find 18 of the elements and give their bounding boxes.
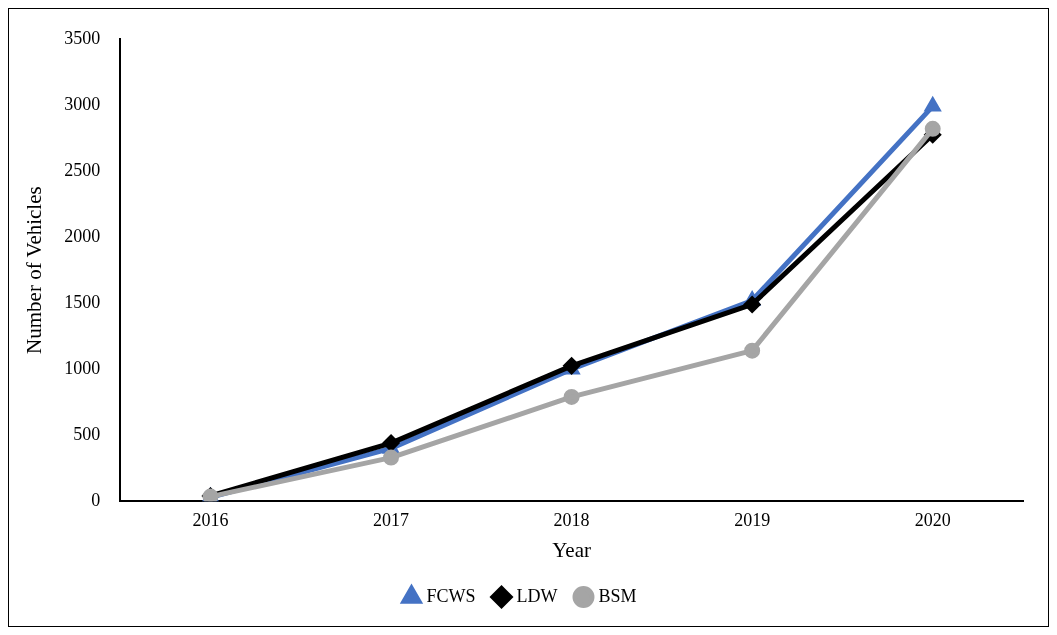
legend-label: LDW [516, 585, 558, 606]
x-tick-label: 2016 [192, 509, 229, 530]
y-tick-label: 1000 [64, 357, 101, 378]
y-tick-label: 1500 [64, 291, 101, 312]
legend-label: FCWS [426, 585, 476, 606]
y-tick-label: 2500 [64, 159, 101, 180]
y-tick-label: 3500 [64, 27, 101, 48]
y-tick-label: 500 [73, 423, 101, 444]
y-tick-label: 0 [91, 489, 101, 510]
x-tick-label: 2020 [914, 509, 951, 530]
legend-label: BSM [598, 585, 637, 606]
y-tick-label: 3000 [64, 93, 101, 114]
y-tick-label: 2000 [64, 225, 101, 246]
x-tick-label: 2018 [553, 509, 590, 530]
x-tick-label: 2017 [373, 509, 410, 530]
x-tick-label: 2019 [734, 509, 771, 530]
y-axis-title: Number of Vehicles [22, 186, 47, 354]
x-axis-title: Year [552, 537, 591, 562]
